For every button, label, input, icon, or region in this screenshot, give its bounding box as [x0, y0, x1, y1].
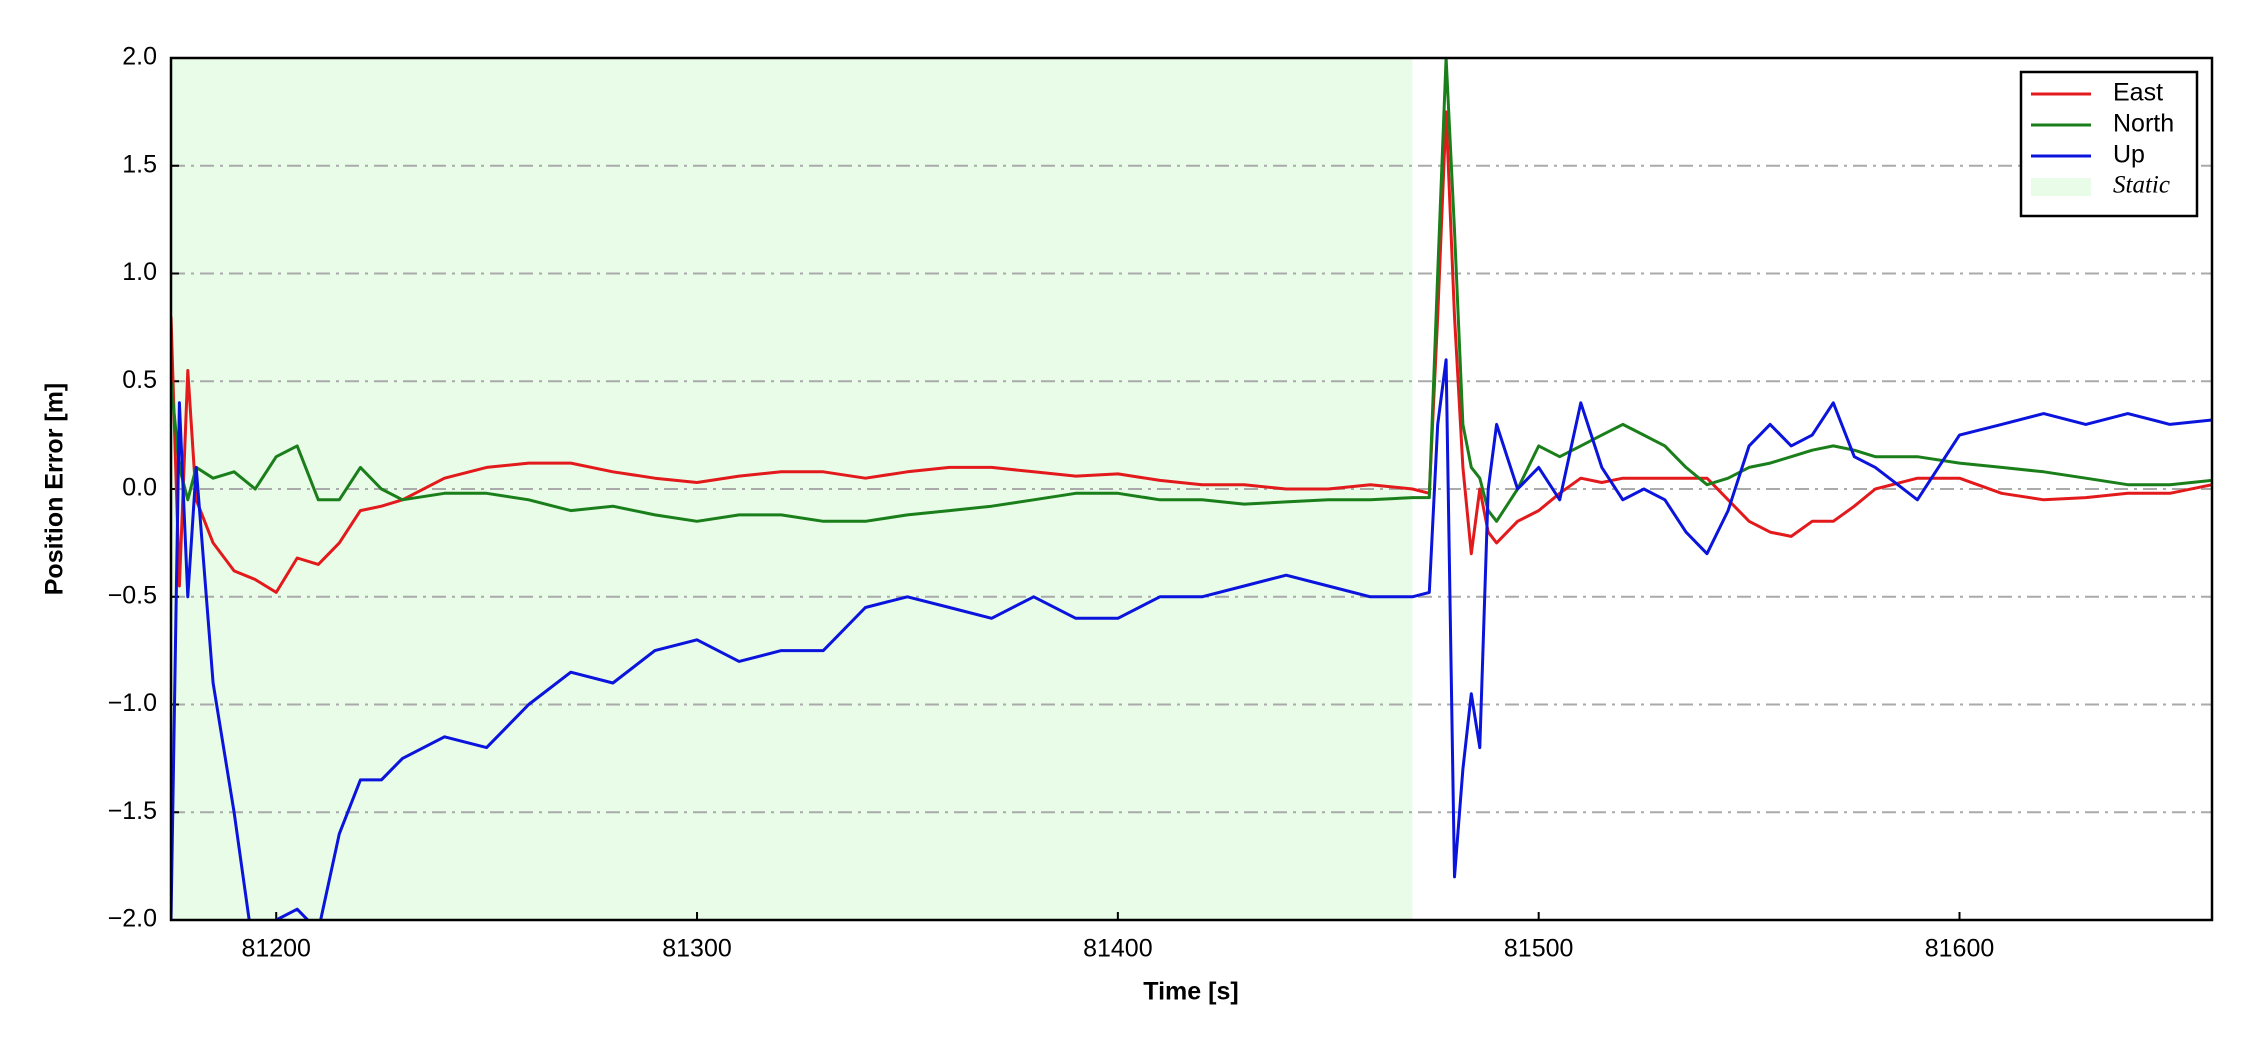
series-line: [171, 110, 2212, 594]
y-tick-label: −0.5: [108, 581, 157, 609]
legend-swatch: [2031, 178, 2091, 196]
x-tick-label: 81600: [1925, 935, 1995, 963]
plot-lines: [171, 58, 2212, 920]
y-tick-label: −1.0: [108, 689, 157, 717]
y-tick-label: 1.0: [122, 258, 157, 286]
legend-label: North: [2113, 110, 2174, 138]
y-tick-label: −2.0: [108, 905, 157, 933]
y-tick-label: 1.5: [122, 150, 157, 178]
series-line: [171, 58, 2212, 523]
y-axis-label: Position Error [m]: [41, 383, 69, 596]
plot-frame: [169, 56, 2214, 922]
x-tick-label: 81300: [662, 935, 732, 963]
x-tick-label: 81500: [1504, 935, 1574, 963]
y-tick-label: 0.0: [122, 474, 157, 502]
legend-label: East: [2113, 79, 2163, 107]
y-tick-label: −1.5: [108, 797, 157, 825]
x-tick-label: 81200: [241, 935, 311, 963]
x-tick-label: 81400: [1083, 935, 1153, 963]
legend-label: Up: [2113, 141, 2145, 169]
series-line: [171, 358, 2212, 920]
y-tick-label: 0.5: [122, 366, 157, 394]
y-tick-label: 2.0: [122, 43, 157, 71]
legend-label: Static: [2113, 172, 2170, 199]
x-axis-label: Time [s]: [1143, 978, 1238, 1006]
